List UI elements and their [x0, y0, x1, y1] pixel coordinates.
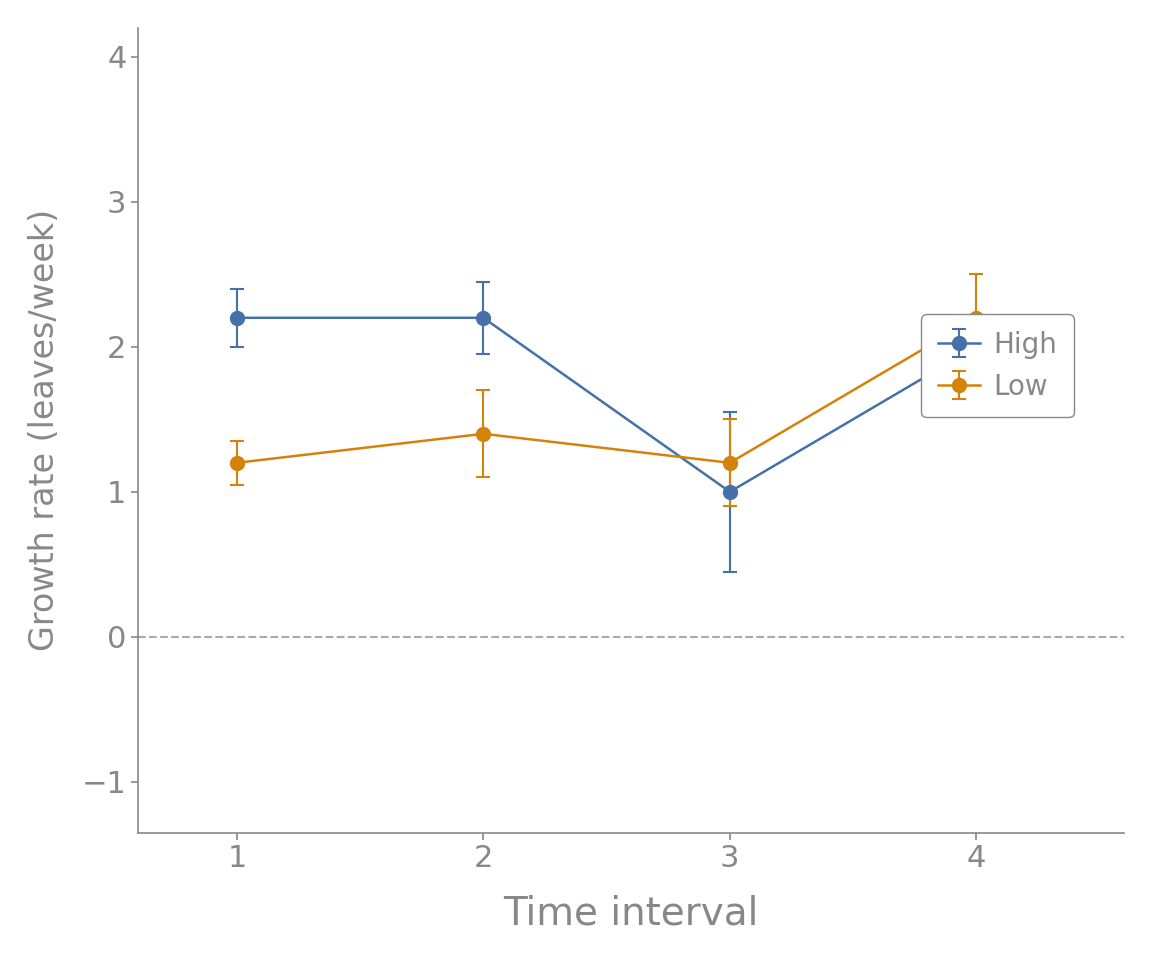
Legend: High, Low: High, Low: [922, 314, 1074, 418]
Y-axis label: Growth rate (leaves/week): Growth rate (leaves/week): [28, 209, 61, 651]
X-axis label: Time interval: Time interval: [503, 894, 759, 932]
